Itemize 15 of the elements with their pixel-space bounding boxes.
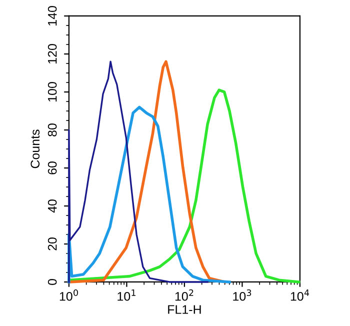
y-tick-label: 20 xyxy=(48,238,57,250)
y-tick-label: 0 xyxy=(48,279,57,285)
x-tick-label: 10$^{3}$ xyxy=(233,289,252,301)
y-axis-title: Counts xyxy=(30,130,40,168)
x-tick-label: 10$^{2}$ xyxy=(175,289,194,301)
y-tick-label: 40 xyxy=(48,200,57,213)
y-tick-label: 60 xyxy=(48,162,57,174)
y-tick-label: 140 xyxy=(48,6,57,26)
x-tick-label: 10$^{4}$ xyxy=(290,290,310,301)
x-tick-label: 10$^{0}$ xyxy=(60,289,78,301)
y-tick-label: 100 xyxy=(48,82,57,102)
x-axis-title: FL1-H xyxy=(168,305,201,314)
x-tick-label: 10$^{1}$ xyxy=(118,290,136,301)
y-tick-label: 80 xyxy=(48,124,57,136)
y-tick-label: 120 xyxy=(48,44,57,64)
